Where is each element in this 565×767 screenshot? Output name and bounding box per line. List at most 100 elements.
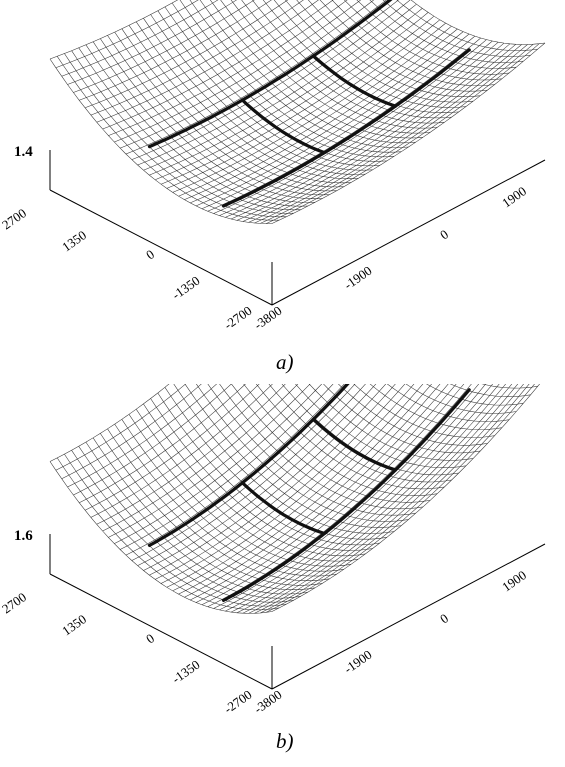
mesh-line-u [260,384,530,614]
mesh-line-v [410,0,546,45]
mesh-line-u [90,384,273,518]
mesh-line-v [78,47,301,211]
mesh-line-v [107,428,330,581]
left-axis-b [49,573,273,690]
mesh-line-v [85,441,308,595]
mesh-line-v [369,0,524,63]
mesh-line-v [64,453,287,607]
mesh-line-v [49,58,273,224]
mesh-line-u [67,0,237,85]
mesh-line-u [172,384,424,592]
mesh-line-u [143,3,417,171]
bottom-tick-b-3: 1900 [499,567,529,594]
mesh-line-u [49,0,179,60]
left-tick-a-3: -1350 [169,273,202,303]
mesh-line-v [100,38,323,199]
left-tick-b-0: 2700 [0,589,29,616]
mesh-line-u [213,39,487,214]
mesh-line-v [135,21,359,179]
mesh-line-v [449,384,531,397]
mesh-line-v [295,384,467,468]
mesh-line-v [56,56,280,221]
mesh-line-v [369,384,502,430]
mesh-line-v [307,0,488,92]
surface-plot-b: 1.6 2700 1350 0 -1350 -2700 -3800 -1900 … [0,384,546,716]
mesh-line-u [49,384,170,462]
mesh-line-v [323,384,481,454]
mesh-line-v [189,0,409,148]
mesh-line-u [207,37,481,212]
mesh-line-v [173,384,395,534]
mesh-line-v [64,53,287,218]
mesh-line-v [121,28,344,188]
z-label-b: 1.6 [14,528,33,544]
highlight-curves-a [147,0,471,208]
caption-b: b) [276,729,294,753]
highlight-curve [311,54,398,108]
mesh-line-v [207,384,416,516]
mesh-line-v [100,433,323,586]
mesh-line-v [356,0,517,69]
highlight-curve [147,384,350,547]
bottom-tick-a-0: -3800 [251,303,284,333]
highlight-curve [311,417,398,472]
mesh-line-u [108,384,311,538]
mesh-line-v [252,0,452,119]
mesh-line-v [219,384,423,510]
mesh-line-v [268,384,452,483]
mesh-line-v [331,0,502,81]
mesh-line-v [353,384,495,438]
mesh-line-v [209,0,423,139]
mesh-line-v [92,437,316,590]
mesh-line-u [266,384,535,613]
highlight-curve [147,0,393,149]
mesh-line-v [220,0,431,134]
mesh-line-v [143,18,366,175]
mesh-line-v [92,41,316,203]
highlight-curve [221,48,471,208]
bottom-tick-a-1: -1900 [341,263,374,293]
bottom-axis-a [271,159,546,306]
mesh-line-v [128,414,352,567]
mesh-line-v [319,0,495,86]
mesh-line-v [128,25,352,184]
mesh-line-v [171,2,395,158]
mesh-line-v [296,0,481,97]
left-tick-a-0: 2700 [0,205,29,232]
mesh-line-v [199,0,416,144]
left-axis-a [49,189,273,306]
mesh-line-v [230,0,438,129]
mesh-line-v [308,384,474,461]
mesh-line-v [71,50,294,214]
mesh-line-v [179,0,402,153]
mesh-line-u [254,44,528,224]
mesh-line-v [396,0,538,51]
panel-a: 1.4 2700 1350 0 -1350 -2700 -3800 -1900 … [0,0,546,374]
bottom-axis-b [271,543,546,690]
z-label-a: 1.4 [14,144,33,160]
mesh-line-v [56,457,280,611]
mesh-line-v [135,409,359,562]
bottom-tick-b-2: 0 [437,610,451,626]
mesh-line-v [107,35,330,196]
mesh-line-v [337,384,488,446]
mesh-line-v [343,0,510,75]
mesh-line-v [184,384,402,528]
panel-b: 1.6 2700 1350 0 -1350 -2700 -3800 -1900 … [0,384,565,767]
mesh-line-v [143,403,366,557]
mesh-line-v [426,384,524,406]
mesh-line-v [71,450,294,603]
mesh-line-u [67,384,218,488]
left-tick-b-2: 0 [143,630,157,646]
mesh-line-u [254,384,524,614]
mesh-line-v [243,384,438,496]
mesh-line-v [481,384,538,389]
mesh-line-v [157,392,380,546]
left-tick-b-3: -1350 [169,657,202,687]
mesh-line-u [149,384,387,576]
mesh-line-v [285,0,474,103]
mesh-line-v [255,384,445,490]
left-tick-a-4: -2700 [221,303,254,333]
bottom-tick-a-3: 1900 [499,183,529,210]
surface-mesh-a [49,0,546,224]
